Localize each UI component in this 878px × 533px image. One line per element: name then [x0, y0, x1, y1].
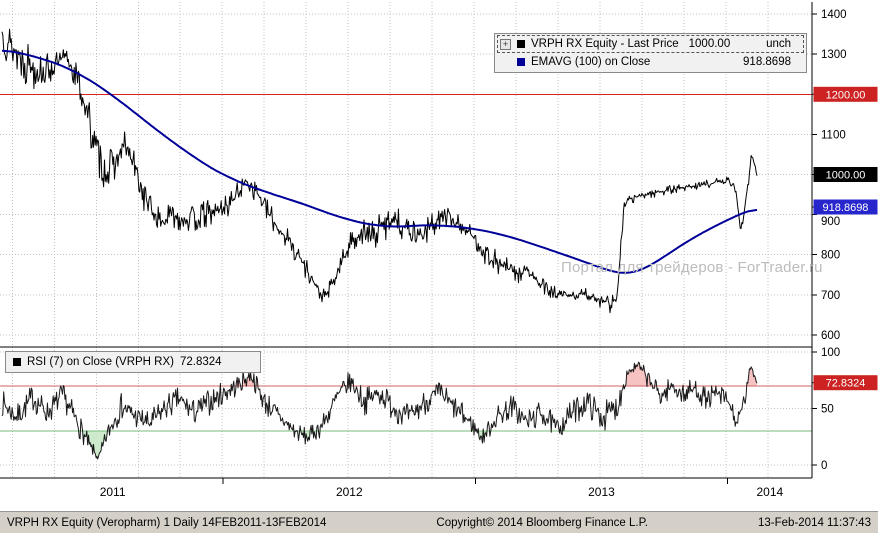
- rsi-swatch-icon: [13, 358, 21, 366]
- chart-canvas[interactable]: 1400 1300 1100 900 800 700 600 1200.00 1000.00 91…: [0, 0, 878, 511]
- watermark: Портал для трейдеров - ForTrader.ru: [561, 259, 823, 276]
- emavg-swatch-icon: [517, 58, 525, 66]
- series-rsi-7: [1, 361, 758, 460]
- y-axis-tick-label: 100: [821, 347, 840, 359]
- legend-change: unch: [766, 38, 791, 50]
- legend-label: EMAVG (100) on Close: [531, 56, 651, 68]
- rsi-legend[interactable]: RSI (7) on Close (VRPH RX) 72.8324: [5, 351, 261, 373]
- legend-value: 918.8698: [743, 56, 791, 68]
- horizontal-gridlines: [0, 13, 812, 336]
- y-axis-tick-label: 1100: [821, 129, 846, 141]
- axis-badge-72.8324: [813, 375, 878, 391]
- status-bar: VRPH RX Equity (Veropharm) 1 Daily 14FEB…: [0, 511, 878, 533]
- x-axis-label: 2012: [336, 485, 363, 499]
- series-last-price: [1, 28, 758, 314]
- x-axis-label: 2013: [588, 485, 615, 499]
- y-axis-tick-label: 1400: [821, 9, 847, 21]
- axis-badge-label: 1200.00: [826, 89, 866, 101]
- y-axis-tick-label: 1300: [821, 49, 847, 61]
- x-axis-label: 2011: [100, 485, 126, 499]
- legend-item-last-price[interactable]: + VRPH RX Equity - Last Price 1000.00 un…: [497, 35, 804, 53]
- series-emavg-100: [1, 49, 758, 274]
- legend-item-emavg[interactable]: EMAVG (100) on Close 918.8698: [497, 53, 804, 71]
- axis-badge-label: 72.8324: [826, 378, 866, 390]
- y-axis-tick-label: 600: [821, 330, 840, 342]
- statusbar-timestamp: 13-Feb-2014 11:37:43: [758, 516, 871, 529]
- main-legend: + VRPH RX Equity - Last Price 1000.00 un…: [494, 33, 807, 73]
- axis-badge-918.8698: [813, 199, 878, 215]
- axis-badge-1200.00: [813, 86, 878, 102]
- y-axis-tick-label: 50: [821, 404, 834, 416]
- legend-label: VRPH RX Equity - Last Price: [531, 38, 679, 50]
- rsi-legend-label: RSI (7) on Close (VRPH RX): [27, 356, 174, 368]
- axis-badge-label: 918.8698: [823, 202, 869, 214]
- last-price-swatch-icon: [517, 40, 525, 48]
- y-axis-tick-label: 0: [821, 460, 827, 472]
- y-axis-tick-label: 700: [821, 290, 840, 302]
- chart-frame: [0, 2, 813, 484]
- legend-value: 1000.00: [688, 38, 731, 50]
- y-axis-tick-label: 900: [821, 216, 840, 228]
- statusbar-security: VRPH RX Equity (Veropharm) 1 Daily 14FEB…: [7, 516, 327, 529]
- axis-badge-label: 1000.00: [826, 170, 866, 182]
- x-axis-label: 2014: [756, 485, 783, 499]
- rsi-legend-value: 72.8324: [179, 356, 222, 368]
- y-axis-tick-label: 800: [821, 250, 840, 262]
- axis-badge-1000.00: [813, 167, 878, 182]
- legend-expander-icon[interactable]: +: [500, 38, 511, 50]
- statusbar-copyright: Copyright© 2014 Bloomberg Finance L.P.: [436, 516, 648, 529]
